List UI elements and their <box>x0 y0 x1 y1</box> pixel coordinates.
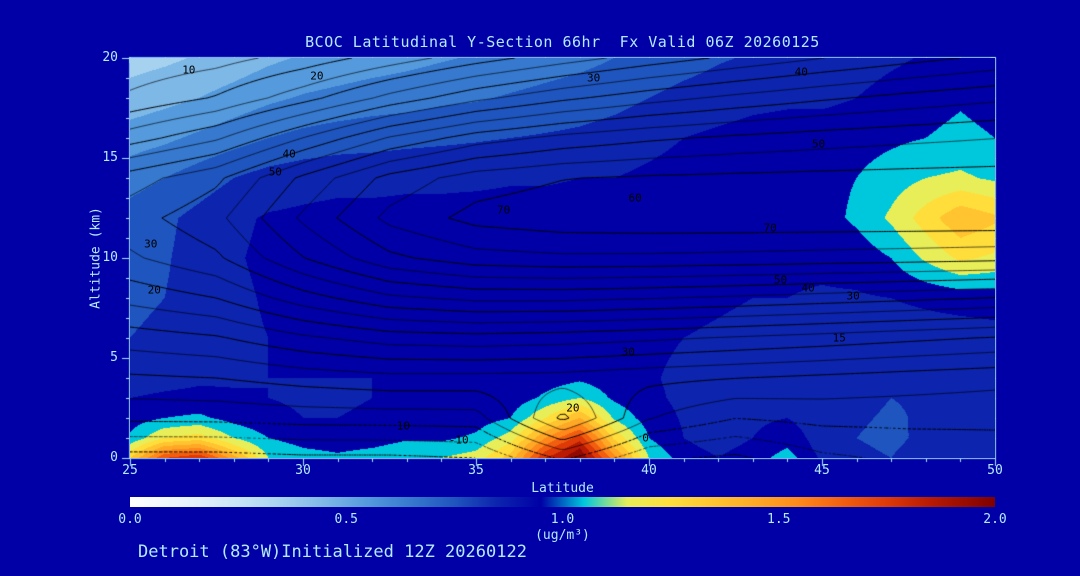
colorbar-units: (ug/m³) <box>535 528 590 543</box>
heatmap-plot-canvas <box>130 58 995 458</box>
chart-title: BCOC Latitudinal Y-Section 66hr Fx Valid… <box>305 33 820 51</box>
x-axis-label: Latitude <box>531 481 594 496</box>
footer-text: Detroit (83°W)Initialized 12Z 20260122 <box>138 542 527 562</box>
y-axis-label: Altitude (km) <box>88 207 104 309</box>
colorbar <box>130 497 995 507</box>
